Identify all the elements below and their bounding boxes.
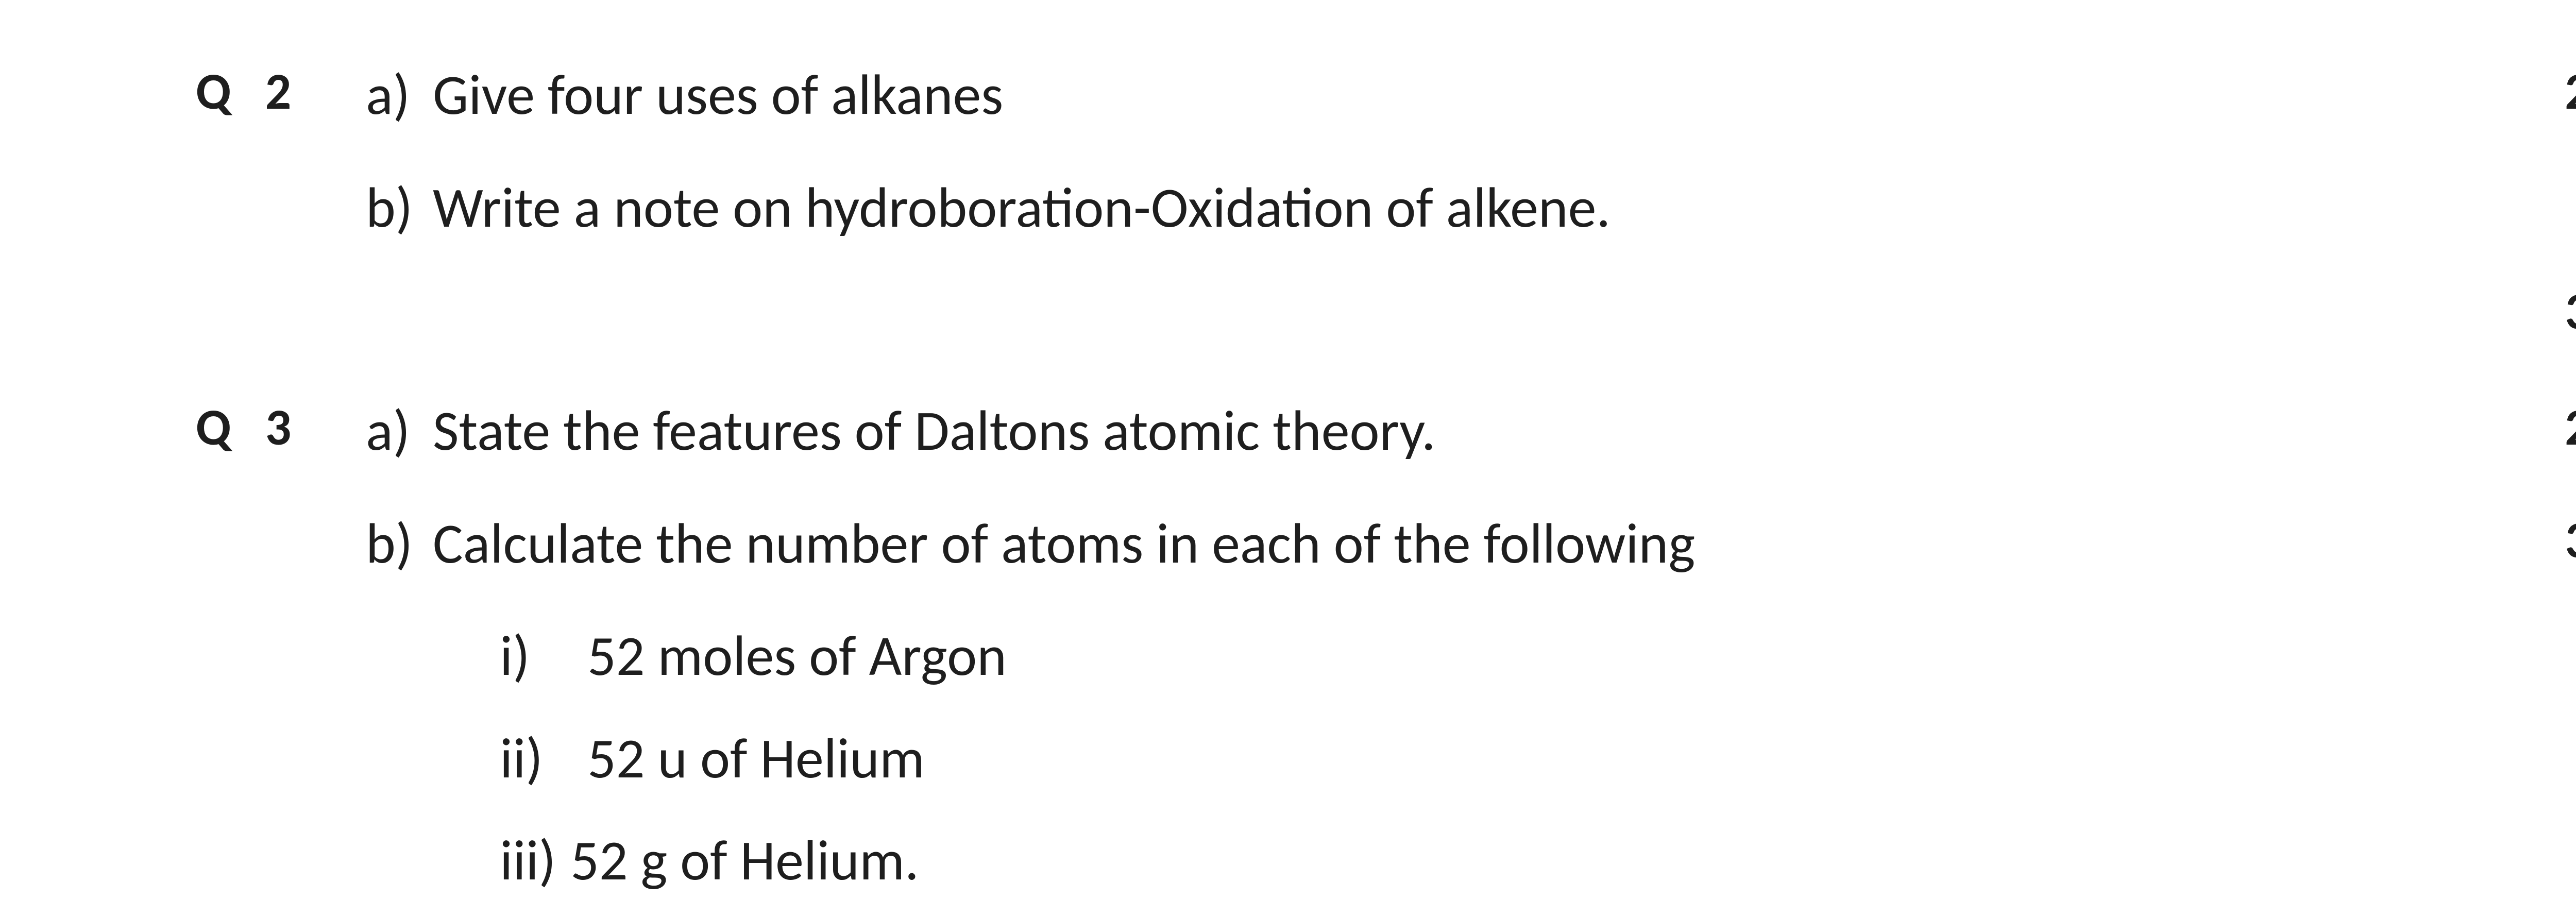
question-prefix: Q — [196, 57, 234, 126]
part-label: b) — [366, 169, 433, 246]
subpart-ii-row: ii) 52 u of Helium — [433, 720, 2576, 797]
question-prefix: Q — [196, 393, 234, 462]
question-2-part-a: a) Give four uses of alkanes — [366, 57, 2534, 133]
exam-question-page: Q 2 a) Give four uses of alkanes 2 M b) … — [0, 0, 2576, 824]
question-number: 3 — [265, 393, 295, 462]
question-number: 2 — [265, 57, 295, 126]
part-label: a) — [366, 57, 433, 133]
question-2-part-b: b) Write a note on hydroboration-Oxidati… — [366, 169, 2534, 246]
subpart-text: 52 u of Helium — [587, 720, 925, 797]
subpart-label: ii) — [500, 720, 587, 797]
marks-2b: 3 M — [2534, 277, 2576, 346]
part-text: Write a note on hydroboration-Oxidation … — [433, 169, 2534, 246]
subpart-label: iii) — [500, 822, 556, 899]
question-3-part-b-subparts: i) 52 moles of Argon ii) 52 u of Helium … — [196, 618, 2576, 899]
question-3-part-b-row: b) Calculate the number of atoms in each… — [196, 505, 2576, 582]
marks-2a: 2 M — [2534, 57, 2576, 126]
part-label: b) — [366, 505, 433, 582]
part-label: a) — [366, 393, 433, 469]
marks-3b: 3 M — [2534, 505, 2576, 575]
part-text: State the features of Daltons atomic the… — [433, 393, 2534, 469]
question-2-label: Q 2 — [196, 57, 366, 126]
question-3-label: Q 3 — [196, 393, 366, 462]
part-text: Give four uses of alkanes — [433, 57, 2534, 133]
question-3-part-a-row: Q 3 a) State the features of Daltons ato… — [196, 393, 2576, 469]
subpart-label: i) — [500, 618, 587, 694]
question-2-part-a-row: Q 2 a) Give four uses of alkanes 2 M — [196, 57, 2576, 133]
subpart-iii-row: iii) 52 g of Helium. — [433, 822, 2576, 899]
subpart-i-row: i) 52 moles of Argon — [433, 618, 2576, 694]
part-text: Calculate the number of atoms in each of… — [433, 505, 2534, 582]
question-2-part-b-row: b) Write a note on hydroboration-Oxidati… — [196, 169, 2576, 246]
subpart-text: 52 moles of Argon — [587, 618, 1007, 694]
question-2-part-b-marks-row: 3 M — [196, 277, 2576, 346]
subpart-text: 52 g of Helium. — [570, 822, 919, 899]
question-3-part-a: a) State the features of Daltons atomic … — [366, 393, 2534, 469]
marks-3a: 2 M — [2534, 393, 2576, 462]
question-3-part-b: b) Calculate the number of atoms in each… — [366, 505, 2534, 582]
